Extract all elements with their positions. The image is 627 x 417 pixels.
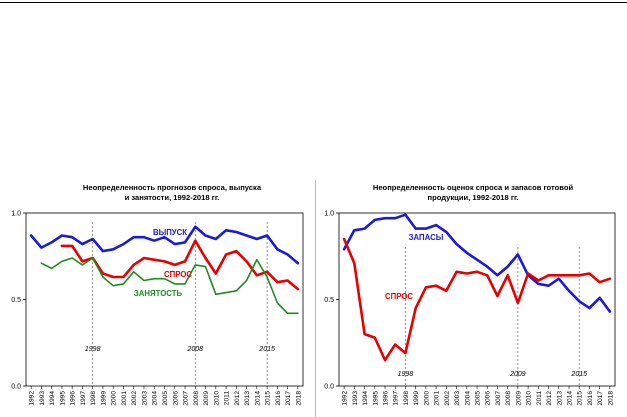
y-tick-label: 0.0 [11, 384, 21, 391]
x-tick-label: 2007 [495, 391, 502, 406]
x-tick-label: 2011 [224, 391, 231, 406]
y-tick-label: 1.0 [324, 211, 334, 218]
x-tick-label: 1999 [413, 391, 420, 406]
x-tick-label: 2015 [577, 391, 584, 406]
top-rule [0, 2, 627, 3]
x-tick-label: 2017 [285, 391, 292, 406]
x-tick-label: 1992 [29, 391, 36, 406]
x-tick-label: 2002 [131, 391, 138, 406]
series-line [342, 237, 612, 362]
y-tick-label: 0.5 [324, 297, 334, 304]
x-tick-label: 2010 [213, 391, 220, 406]
x-tick-label: 2018 [295, 391, 302, 406]
x-tick-label: 1994 [362, 391, 369, 406]
x-tick-label: 1996 [70, 391, 77, 406]
event-marker-label: 2015 [570, 371, 587, 378]
x-tick-label: 2005 [162, 391, 169, 406]
x-tick-label: 1997 [393, 391, 400, 406]
series-label: ЗАНЯТОСТЬ [134, 289, 183, 298]
plot-frame [25, 212, 304, 387]
series-label: ВЫПУСК [153, 228, 187, 237]
x-tick-label: 2002 [444, 391, 451, 406]
x-tick-label: 2001 [121, 391, 128, 406]
chart-title-line2: и занятости, 1992-2018 гг. [125, 193, 220, 202]
x-tick-label: 2011 [536, 391, 543, 406]
x-tick-label: 1998 [403, 391, 410, 406]
x-tick-label: 2008 [505, 391, 512, 406]
x-tick-label: 2006 [172, 391, 179, 406]
x-tick-label: 2008 [193, 391, 200, 406]
series-label: ЗАПАСЫ [409, 233, 444, 242]
x-tick-label: 2009 [515, 391, 522, 406]
y-tick-label: 0.0 [324, 384, 334, 391]
event-marker-label: 2015 [258, 346, 275, 353]
x-tick-label: 1995 [59, 391, 66, 406]
x-tick-label: 2001 [434, 391, 441, 406]
x-tick-label: 1998 [90, 391, 97, 406]
event-marker-label: 1998 [398, 371, 414, 378]
x-tick-label: 2014 [567, 391, 574, 406]
series-line [342, 213, 612, 313]
x-tick-label: 2004 [152, 391, 159, 406]
x-tick-label: 2014 [254, 391, 261, 406]
chart-title-line2: продукции, 1992-2018 гг. [427, 193, 518, 202]
x-tick-label: 2006 [485, 391, 492, 406]
x-tick-label: 1999 [100, 391, 107, 406]
x-tick-label: 2005 [475, 391, 482, 406]
x-tick-label: 1997 [80, 391, 87, 406]
x-tick-label: 1995 [372, 391, 379, 406]
y-tick-label: 1.0 [11, 211, 21, 218]
chart-divider [315, 180, 316, 417]
chart-title-line1: Неопределенность прогнозов спроса, выпус… [83, 183, 262, 192]
x-tick-label: 2016 [587, 391, 594, 406]
event-marker-label: 2009 [509, 371, 526, 378]
x-tick-label: 1993 [39, 391, 46, 406]
chart-demand-output-employment: Неопределенность прогнозов спроса, выпус… [11, 183, 304, 406]
x-tick-label: 2004 [464, 391, 471, 406]
x-tick-label: 2015 [265, 391, 272, 406]
event-marker-label: 2008 [186, 346, 203, 353]
x-tick-label: 1992 [342, 391, 349, 406]
plot-frame [338, 212, 616, 387]
x-tick-label: 2010 [526, 391, 533, 406]
series-line [60, 239, 300, 291]
x-tick-label: 1994 [49, 391, 56, 406]
series-label: СПРОС [385, 292, 413, 301]
series-label: СПРОС [164, 270, 192, 279]
event-marker-label: 1998 [85, 346, 101, 353]
x-tick-label: 2012 [546, 391, 553, 406]
x-tick-label: 2000 [423, 391, 430, 406]
x-tick-label: 2007 [183, 391, 190, 406]
x-tick-label: 2017 [597, 391, 604, 406]
x-tick-label: 2016 [275, 391, 282, 406]
x-tick-label: 1996 [383, 391, 390, 406]
x-tick-label: 2013 [556, 391, 563, 406]
x-tick-label: 1993 [352, 391, 359, 406]
series-line [40, 257, 299, 315]
chart-title-line1: Неопределенность оценок спроса и запасов… [373, 183, 574, 192]
x-tick-label: 2018 [607, 391, 614, 406]
x-tick-label: 2012 [234, 391, 241, 406]
x-tick-label: 2013 [244, 391, 251, 406]
series-line [29, 225, 300, 265]
x-tick-label: 2000 [111, 391, 118, 406]
x-tick-label: 2003 [141, 391, 148, 406]
y-tick-label: 0.5 [11, 297, 21, 304]
x-tick-label: 2003 [454, 391, 461, 406]
x-tick-label: 2009 [203, 391, 210, 406]
chart-demand-inventories: Неопределенность оценок спроса и запасов… [324, 183, 616, 406]
